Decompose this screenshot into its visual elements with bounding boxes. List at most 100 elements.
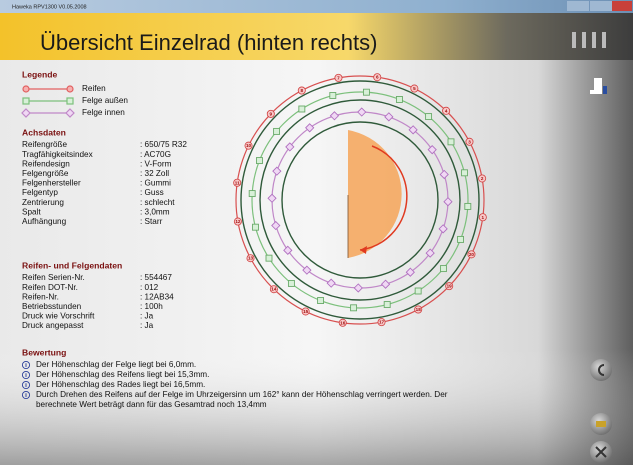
tire-marker [465,137,474,146]
tire-marker [414,305,423,314]
rim-inner-marker [380,279,391,289]
field-label: Druck wie Vorschrift [22,312,95,321]
field-label: Spalt [22,207,41,216]
tire-marker-label: 8 [301,88,304,93]
rim-inner-marker [438,224,448,234]
rim-outer-marker [350,304,358,312]
header-icons[interactable] [572,32,606,48]
tire-marker [442,106,451,115]
field-value: : Ja [140,321,154,330]
rim-outer-marker [439,265,447,273]
tire-marker-label: 5 [413,86,416,91]
field-label: Felgengröße [22,169,69,178]
tire-marker-label: 1 [482,215,485,220]
rim-inner-marker [425,248,435,258]
rim-inner-marker [283,245,293,255]
tire-marker [338,318,347,327]
minimize-button[interactable] [567,1,589,11]
field-label: Reifen-Nr. [22,292,59,301]
tire-marker [269,285,278,294]
rim-inner-marker [439,169,449,180]
legend-item: Felge innen [82,108,125,117]
title-bar [0,0,633,13]
field-label: Felgentyp [22,188,58,197]
field-value: : 100h [140,302,163,311]
field-label: Reifendesign [22,159,70,168]
rim-outer-marker [461,169,468,177]
runout-area [348,130,402,258]
evaluation-line: Der Höhenschlag des Reifens liegt bei 15… [36,370,209,379]
tire-marker-label: 20 [469,252,475,257]
tire-marker [297,86,306,95]
field-label: Tragfähigkeitsindex [22,150,93,159]
field-value: : 554467 [140,273,172,282]
tire-marker [246,254,255,263]
info-icon [21,370,31,380]
field-value: : Starr [140,217,163,226]
tire-marker-label: 19 [447,284,453,289]
side-buttons[interactable] [590,359,612,463]
tire-marker-label: 10 [246,143,252,148]
field-label: Reifengröße [22,140,68,149]
rotation-arrow-head [360,246,367,254]
field-label: Felgenhersteller [22,179,81,188]
ring [259,99,461,301]
rim-inner-marker [305,123,315,133]
rim-outer-marker [256,157,263,165]
rim-inner-marker [272,166,282,176]
maximize-button[interactable] [590,1,612,11]
tire-marker [334,73,343,82]
tire-marker-label: 14 [271,287,277,292]
tire-marker-label: 6 [376,75,379,80]
rim-inner-marker [443,197,453,207]
info-icon [21,390,31,400]
ring [251,91,469,309]
tire-marker [478,213,487,222]
tire-marker [445,282,454,291]
evaluation-line: Durch Drehen des Reifens auf der Felge i… [36,390,448,399]
window-title: Haweka RPV1300 V0.05.2008 [12,4,87,10]
field-value: : Guss [140,188,164,197]
ring [281,121,439,279]
tire-marker-label: 11 [235,180,240,185]
legend-symbols [21,85,75,118]
tire-marker-label: 18 [416,307,422,312]
close-button[interactable] [612,1,632,11]
field-value: : 3,0mm [140,207,170,216]
rim-outer-marker [383,301,391,308]
evaluation-line: Der Höhenschlag des Rades liegt bei 16,5… [36,380,205,389]
rim-inner-marker [427,145,437,155]
tire-marker-label: 13 [248,256,254,261]
info-icon [21,360,31,370]
field-label: Betriebsstunden [22,302,82,311]
field-value: : Ja [140,312,154,321]
evaluation-line-cont: berechnete Wert beträgt dann für das Ges… [36,400,267,409]
tire-marker [266,109,275,118]
legend-item: Felge außen [82,96,128,105]
ring [235,75,485,325]
page-title: Übersicht Einzelrad (hinten rechts) [40,30,377,55]
tire-marker-label: 9 [270,111,273,116]
rim-outer-marker [265,254,273,262]
legend-item: Reifen [82,84,106,93]
tire-marker-label: 16 [340,320,346,325]
wheel-icon[interactable] [590,78,607,94]
rim-inner-marker [271,220,281,231]
rim-inner-marker [329,111,340,121]
field-value: : Gummi [140,179,171,188]
tire-marker-label: 12 [235,219,241,224]
section-heading: Bewertung [22,347,66,357]
rim-inner-marker [384,112,394,122]
tire-marker-label: 3 [468,139,471,144]
rim-inner-marker [357,107,367,117]
legend-heading: Legende [22,69,58,79]
tire-marker-label: 4 [445,108,448,113]
tire-marker [377,318,386,327]
rim-outer-marker [464,202,472,210]
rim-outer-marker [362,88,370,96]
rim-outer-marker [329,92,337,99]
rim-outer-marker [252,223,259,231]
field-label: Druck angepasst [22,321,84,330]
